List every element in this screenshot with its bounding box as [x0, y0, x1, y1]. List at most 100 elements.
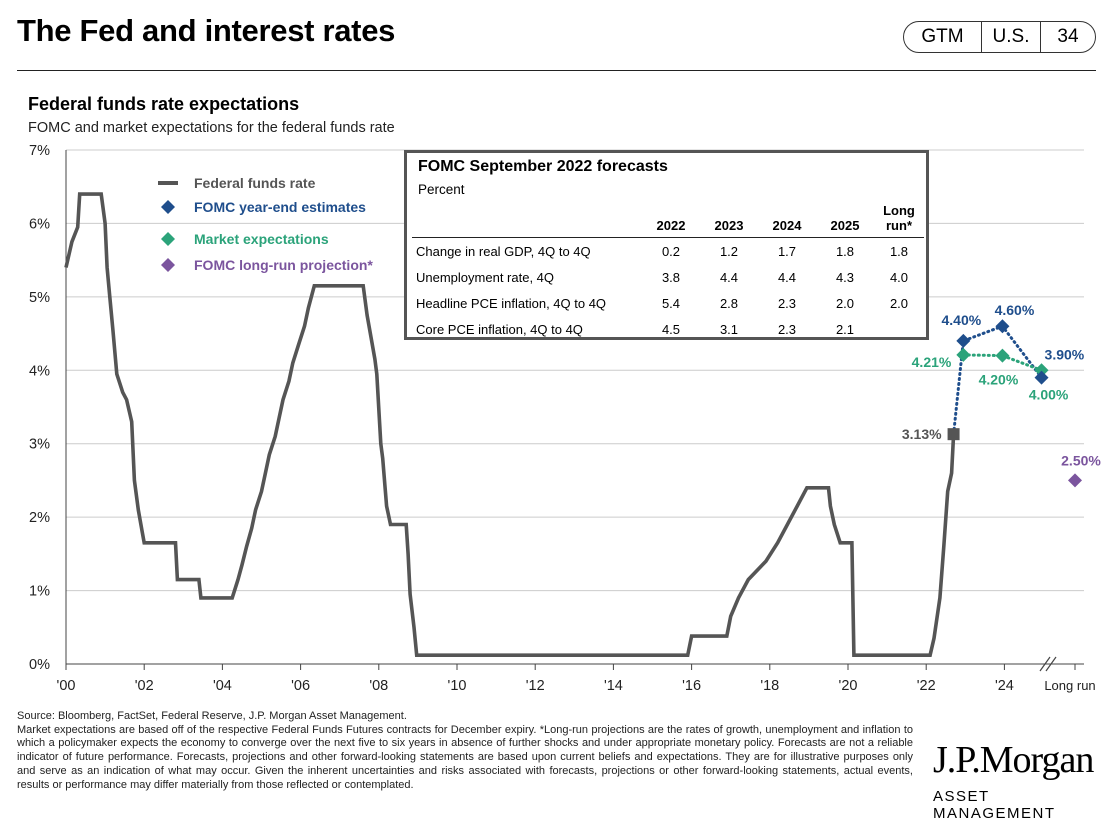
table-cell: 2.3 [777, 321, 797, 337]
footnote-text: Market expectations are based off of the… [17, 723, 913, 791]
table-cell: 2.3 [777, 295, 797, 311]
forecast-header-year: 2022 [642, 203, 700, 238]
table-cell: 2.0 [889, 295, 909, 311]
x-tick-label: '20 [839, 678, 858, 694]
chart-title: Federal funds rate expectations [28, 94, 300, 114]
row-label: Change in real GDP, 4Q to 4Q [416, 243, 591, 259]
table-row: Headline PCE inflation, 4Q to 4Q 5.4 2.8… [412, 290, 924, 316]
fed-funds-rate-current-marker [947, 428, 960, 441]
y-tick-label: 1% [29, 584, 50, 600]
legend-label-market: Market expectations [194, 231, 329, 247]
legend-swatch-market [161, 232, 175, 246]
forecast-table-title: FOMC September 2022 forecasts [418, 158, 668, 175]
table-cell: 1.8 [835, 243, 855, 259]
market-expectation-point [1034, 363, 1049, 378]
y-tick-label: 7% [29, 143, 50, 159]
jpmorgan-logo: J.P.Morgan ASSET MANAGEMENT [933, 740, 1098, 822]
axis-break-mark [1045, 656, 1057, 672]
table-cell: 3.1 [719, 321, 739, 337]
fomc-estimate-point [1034, 370, 1049, 385]
forecast-header-long-run: Long run* [874, 203, 924, 238]
footnote: Source: Bloomberg, FactSet, Federal Rese… [17, 710, 913, 792]
table-cell: 4.5 [661, 321, 681, 337]
data-label: 2.50% [1061, 452, 1101, 468]
x-tick-label: '10 [448, 678, 467, 694]
fomc-estimate-point [956, 333, 971, 348]
data-label: 4.00% [1029, 386, 1069, 402]
chart-subtitle: FOMC and market expectations for the fed… [28, 120, 395, 136]
forecast-header-year: 2024 [758, 203, 816, 238]
forecast-table-header: 2022 2023 2024 2025 Long run* [412, 203, 924, 238]
row-label: Unemployment rate, 4Q [416, 269, 555, 285]
table-row: Unemployment rate, 4Q 3.8 4.4 4.4 4.3 4.… [412, 264, 924, 290]
x-tick-label: '12 [526, 678, 545, 694]
footnote-source: Source: Bloomberg, FactSet, Federal Rese… [17, 710, 407, 722]
data-label: 3.13% [902, 426, 942, 442]
logo-wordmark: J.P.Morgan [933, 739, 1094, 781]
table-cell: 3.8 [661, 269, 681, 285]
x-tick-label: '04 [213, 678, 232, 694]
table-cell: 2.8 [719, 295, 739, 311]
forecast-header-blank [412, 203, 642, 238]
y-tick-label: 5% [29, 290, 50, 306]
legend-label-ffr: Federal funds rate [194, 175, 316, 191]
data-label: 4.20% [979, 372, 1019, 388]
table-cell: 1.2 [719, 243, 739, 259]
legend-label-fomc: FOMC year-end estimates [194, 199, 366, 215]
table-cell: 1.7 [777, 243, 797, 259]
fed-funds-rate-line [64, 192, 956, 658]
x-tick-label-long-run: Long run [1044, 678, 1095, 693]
y-tick-label: 4% [29, 363, 50, 379]
table-cell: 2.1 [835, 321, 855, 337]
axis-break-mark [1039, 656, 1051, 672]
tag-page-number: 34 [1057, 26, 1079, 47]
data-label: 3.90% [1045, 347, 1085, 363]
forecast-table-unit: Percent [418, 182, 465, 197]
legend-swatch-longrun [161, 258, 175, 272]
fomc-long-run-point [1068, 473, 1082, 488]
x-tick-label: '24 [995, 678, 1014, 694]
data-label: 4.21% [912, 354, 952, 370]
row-label: Core PCE inflation, 4Q to 4Q [416, 321, 583, 337]
legend-swatch-fomc [161, 200, 175, 214]
table-cell: 1.8 [889, 243, 909, 259]
table-cell: 4.4 [777, 269, 797, 285]
table-cell: 5.4 [661, 295, 681, 311]
x-tick-label: '06 [291, 678, 310, 694]
table-cell: 4.3 [835, 269, 855, 285]
forecast-header-year: 2023 [700, 203, 758, 238]
fomc-estimate-path [952, 324, 1043, 436]
tag-region: U.S. [982, 22, 1041, 52]
tag-gtm: GTM [904, 22, 982, 52]
market-expectation-point [956, 347, 971, 362]
x-tick-label: '00 [57, 678, 76, 694]
y-tick-label: 6% [29, 216, 50, 232]
logo-subtitle: ASSET MANAGEMENT [933, 788, 1056, 822]
y-tick-label: 2% [29, 510, 50, 526]
table-cell: 0.2 [661, 243, 681, 259]
y-tick-label: 0% [29, 657, 50, 673]
table-cell: 4.0 [889, 269, 909, 285]
table-row: Change in real GDP, 4Q to 4Q 0.2 1.2 1.7… [412, 238, 924, 265]
x-tick-label: '16 [682, 678, 701, 694]
table-cell [874, 316, 924, 342]
header-divider [17, 70, 1096, 71]
x-tick-label: '14 [604, 678, 623, 694]
data-label: 4.40% [941, 312, 981, 328]
forecast-table: 2022 2023 2024 2025 Long run* Change in … [412, 203, 924, 342]
x-tick-label: '18 [760, 678, 779, 694]
x-tick-label: '02 [135, 678, 154, 694]
table-cell: 4.4 [719, 269, 739, 285]
legend-label-longrun: FOMC long-run projection* [194, 257, 373, 273]
market-expectation-point [995, 348, 1010, 363]
table-row: Core PCE inflation, 4Q to 4Q 4.5 3.1 2.3… [412, 316, 924, 342]
table-cell: 2.0 [835, 295, 855, 311]
federal-funds-rate-chart: 0% 1% 2% 3% 4% 5% 6% 7% '00 '02 '04 '06 '08 '10 '12 '14… [29, 143, 1101, 694]
page-tag-pill: GTM U.S. 34 [903, 21, 1096, 53]
fomc-estimate-point [995, 319, 1010, 334]
page-title: The Fed and interest rates [17, 13, 396, 48]
y-tick-label: 3% [29, 437, 50, 453]
forecast-table-box: FOMC September 2022 forecasts Percent 20… [404, 150, 929, 340]
row-label: Headline PCE inflation, 4Q to 4Q [416, 295, 607, 311]
x-tick-label: '08 [369, 678, 388, 694]
